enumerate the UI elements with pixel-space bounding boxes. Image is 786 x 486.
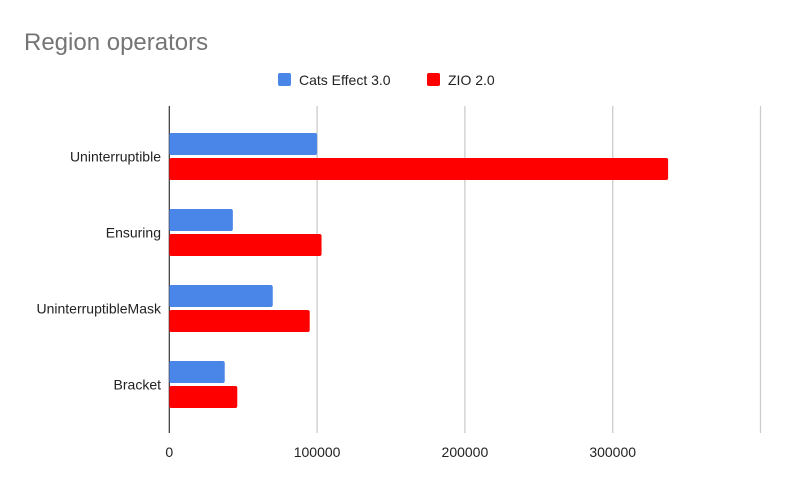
- legend-label: ZIO 2.0: [448, 72, 495, 88]
- legend-swatch: [427, 73, 440, 86]
- bar-cats-effect-bracket: [169, 361, 225, 383]
- bar-zio-ensuring: [169, 234, 322, 256]
- gridlines: [168, 106, 762, 433]
- legend-swatch: [278, 73, 291, 86]
- legend: Cats Effect 3.0 ZIO 2.0: [278, 72, 495, 88]
- category-label: UninterruptibleMask: [37, 301, 162, 317]
- bars: [169, 133, 669, 408]
- x-tick-label: 300000: [589, 444, 636, 460]
- x-tick-label: 200000: [442, 444, 489, 460]
- bar-zio-bracket: [169, 386, 238, 408]
- category-label: Bracket: [114, 377, 162, 393]
- bar-cats-effect-uninterruptible: [169, 133, 318, 155]
- category-label: Ensuring: [106, 225, 161, 241]
- category-label: Uninterruptible: [70, 149, 161, 165]
- x-tick-label: 0: [165, 444, 173, 460]
- legend-label: Cats Effect 3.0: [299, 72, 391, 88]
- bar-cats-effect-ensuring: [169, 209, 233, 231]
- bar-cats-effect-uninterruptiblemask: [169, 285, 273, 307]
- bar-zio-uninterruptiblemask: [169, 310, 310, 332]
- x-tick-label: 100000: [294, 444, 341, 460]
- bar-zio-uninterruptible: [169, 158, 669, 180]
- chart-title: Region operators: [24, 29, 208, 56]
- axis-labels: 0 100000 200000 300000 Uninterruptible Ensuri…: [37, 149, 637, 461]
